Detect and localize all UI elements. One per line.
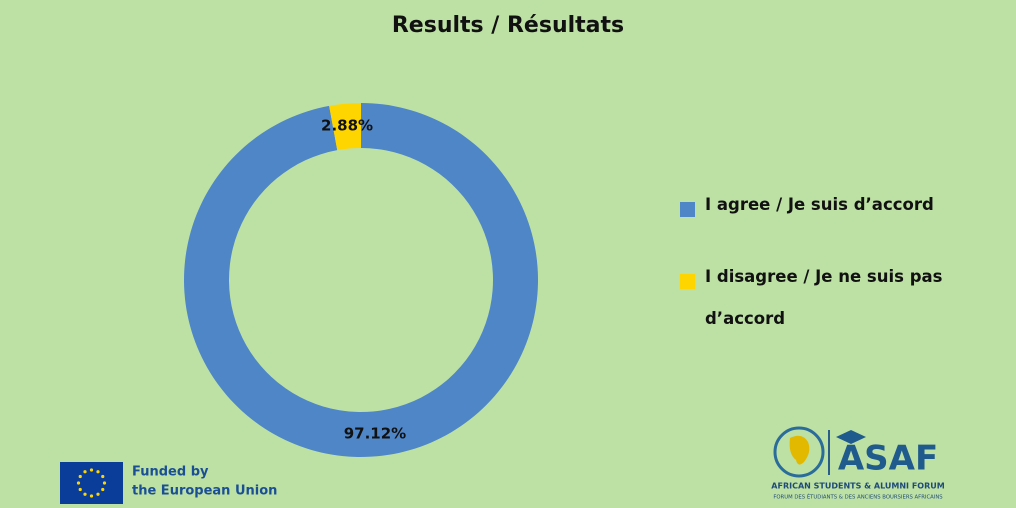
eu-star [89,494,94,498]
asaf-line: AFRICAN STUDENTS & ALUMNI FORUM [771,482,944,491]
eu-flag [60,462,123,504]
eu-star [101,474,105,479]
eu-text: Funded by [132,465,209,480]
legend-label: I agree / Je suis d’accord [705,195,934,214]
eu-text: the European Union [132,484,277,499]
slice [183,103,538,458]
eu-star [89,468,94,472]
legend-swatch [680,202,695,217]
legend-item: I disagree / Je ne suis pas d’accord [680,267,980,340]
eu-star [96,492,100,496]
chart-title: Results / Résultats [392,13,624,38]
slice [329,103,361,151]
donut: 97.12% 2.88% [183,103,538,458]
asaf-name: ASAF [838,439,938,479]
legend-swatch [680,274,695,289]
eu-star [101,487,105,492]
value-label: 97.12% [344,424,406,442]
asaf-africa [789,435,810,465]
asaf-globe [773,426,825,478]
eu-star [78,487,82,492]
eu-star [83,492,87,496]
legend-item: I agree / Je suis d’accord [680,195,980,226]
eu-star [76,481,81,485]
legend: I agree / Je suis d’accord I disagree / J… [680,195,980,382]
eu-logo: Funded by the European Union [60,462,277,504]
asaf-line: FORUM DES ÉTUDIANTS & DES ANCIENS BOURSI… [773,493,943,501]
legend-label: I disagree / Je ne suis pas d’accord [705,267,943,328]
asaf-logo: ASAF AFRICAN STUDENTS & ALUMNI FORUM FOR… [771,426,945,501]
eu-star [96,470,100,474]
asaf-cap [836,430,866,444]
eu-star [102,481,107,485]
eu-star [78,474,82,479]
value-label: 2.88% [321,117,373,135]
eu-stars [76,468,107,498]
eu-star [83,470,87,474]
